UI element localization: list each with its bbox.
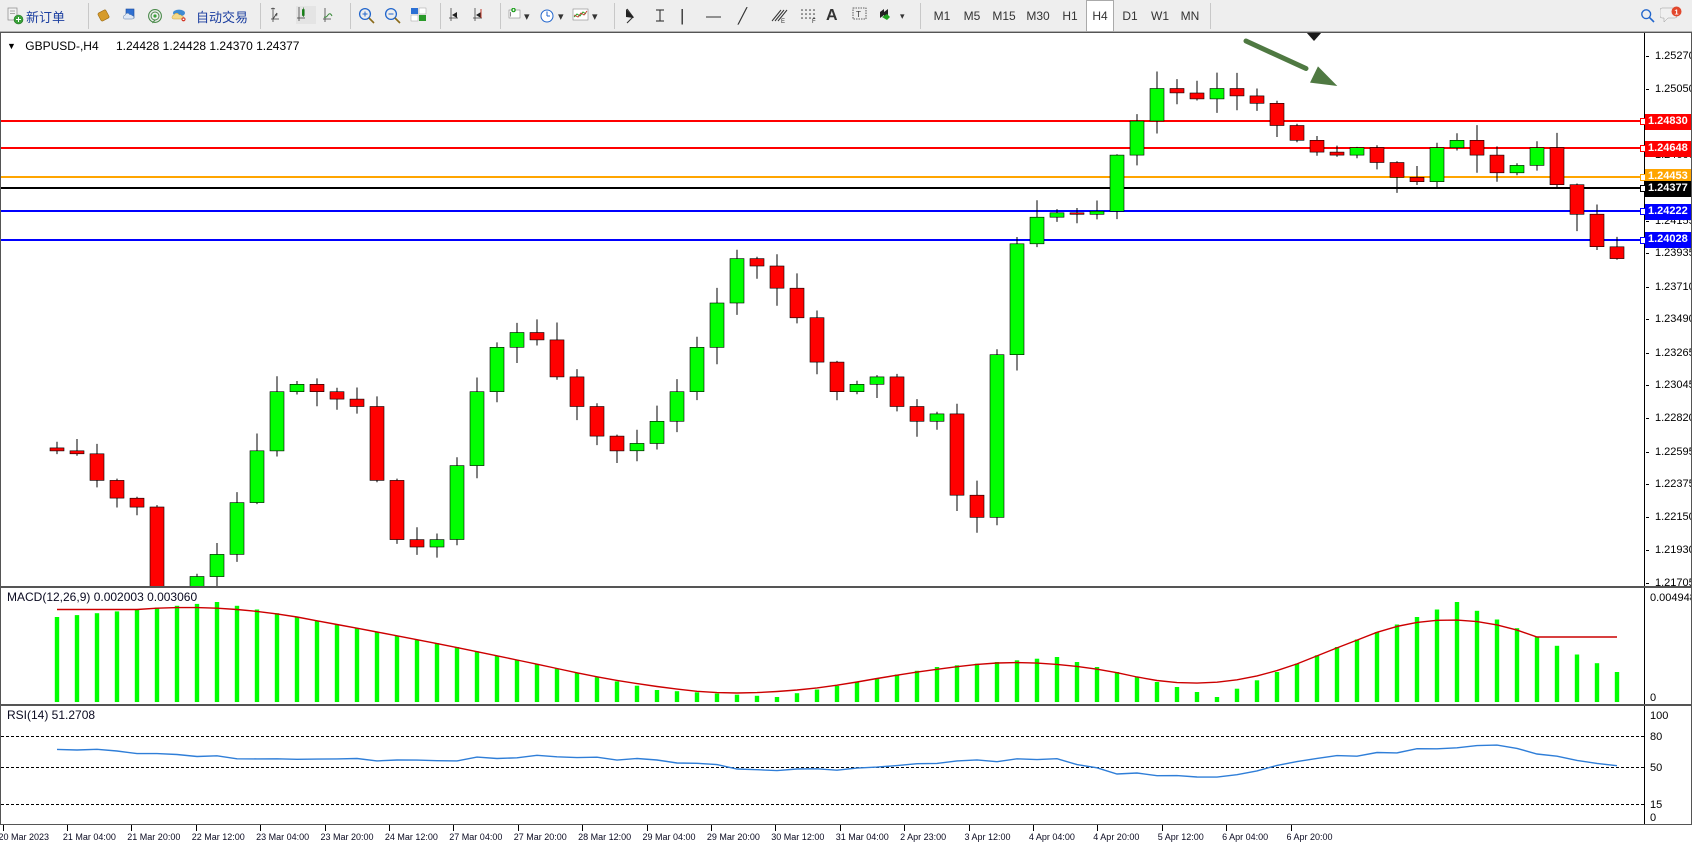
svg-text:T: T (856, 10, 861, 19)
svg-text:1: 1 (1674, 7, 1678, 16)
svg-text:E: E (781, 19, 785, 24)
svg-text:F: F (812, 19, 816, 24)
